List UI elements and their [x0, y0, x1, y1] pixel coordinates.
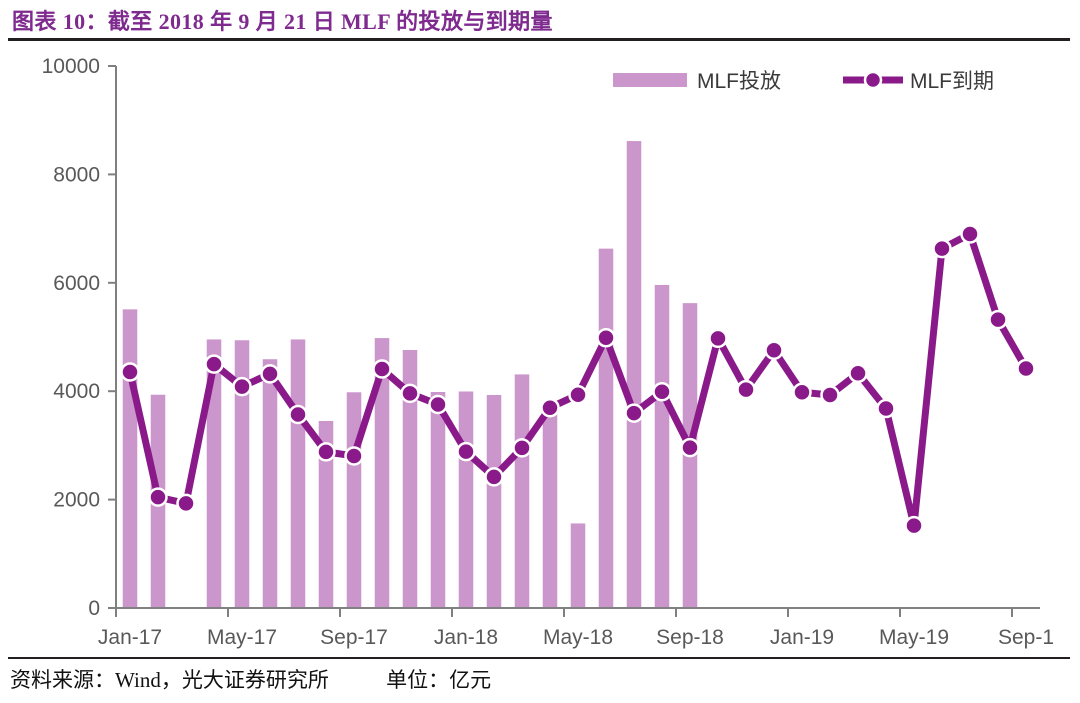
data-point-marker [596, 328, 616, 348]
data-point-marker [372, 359, 392, 379]
y-tick-label: 6000 [53, 272, 100, 295]
data-point-marker [176, 493, 196, 514]
data-point-marker [876, 398, 896, 419]
data-point-marker [624, 403, 644, 423]
chart-area: 0 2000 4000 6000 8000 10000 Jan-17 May-17 Sep-17… [0, 44, 1080, 654]
bar-Oct-17 [374, 338, 390, 608]
mlf-injection-maturity-chart: 0 2000 4000 6000 8000 10000 Jan-17 May-17 Sep-17… [42, 55, 1054, 649]
y-tick-label: 10000 [42, 55, 100, 78]
y-tick-label: 4000 [53, 380, 100, 403]
bar-Jan-18 [458, 391, 474, 608]
page-title: 图表 10：截至 2018 年 9 月 21 日 MLF 的投放与到期量 [12, 9, 553, 34]
y-tick-label: 2000 [53, 489, 100, 512]
figure-footer: 资料来源：Wind，光大证券研究所 单位：亿元 [10, 664, 1070, 702]
header-divider [8, 38, 1070, 41]
data-point-marker [792, 382, 812, 403]
x-tick-label: Sep-18 [656, 626, 724, 649]
bar-May-17 [234, 340, 250, 608]
data-point-marker [204, 354, 224, 374]
bar-Jun-18 [598, 248, 614, 608]
x-tick-label: Sep-1 [998, 626, 1054, 649]
data-point-marker [316, 442, 336, 462]
data-point-marker [820, 385, 840, 405]
x-tick-label: Sep-17 [320, 626, 388, 649]
data-point-marker [904, 515, 924, 536]
x-tick-label: Jan-19 [770, 626, 834, 649]
bar-Apr-17 [206, 339, 222, 608]
bar-Sep-17 [346, 392, 362, 608]
bar-Aug-18 [654, 284, 670, 608]
data-point-marker [288, 404, 308, 425]
bar-Apr-18 [542, 413, 558, 608]
figure-header: 图表 10：截至 2018 年 9 月 21 日 MLF 的投放与到期量 [0, 0, 1080, 44]
data-point-marker [344, 446, 364, 466]
data-point-marker [232, 376, 252, 397]
data-point-marker [680, 437, 700, 458]
bar-Jul-17 [290, 339, 306, 608]
bar-Aug-17 [318, 421, 334, 608]
legend-swatch-marker [863, 70, 883, 90]
x-tick-label: Jan-17 [98, 626, 162, 649]
chart-legend: MLF投放 MLF到期 [613, 70, 994, 93]
legend-swatch-bar [613, 73, 687, 87]
bar-Jun-17 [262, 359, 278, 608]
bar-Jul-18 [626, 141, 642, 608]
data-point-marker [932, 238, 952, 259]
bar-May-18 [570, 523, 586, 608]
x-tick-label: May-17 [207, 626, 277, 649]
data-point-marker [568, 384, 588, 405]
data-point-marker [148, 487, 168, 507]
data-point-marker [456, 441, 476, 462]
bar-Mar-18 [514, 374, 530, 608]
y-axis-ticks: 0 2000 4000 6000 8000 10000 [42, 55, 116, 620]
bar-Dec-17 [430, 392, 446, 608]
data-point-marker [736, 379, 756, 400]
x-tick-label: May-19 [879, 626, 949, 649]
bar-Jan-17 [122, 309, 138, 608]
data-point-marker [540, 397, 560, 418]
footer-divider [8, 657, 1070, 659]
unit-note: 单位：亿元 [386, 668, 492, 692]
data-point-marker [428, 394, 448, 415]
legend-label-injection: MLF投放 [697, 70, 781, 93]
y-tick-label: 0 [88, 597, 100, 620]
data-point-marker [512, 438, 532, 458]
x-axis-ticks: Jan-17 May-17 Sep-17 Jan-18 May-18 Sep-18 Jan-… [98, 608, 1054, 649]
data-point-marker [484, 467, 504, 487]
data-point-marker [708, 328, 728, 349]
x-tick-label: May-18 [543, 626, 613, 649]
data-point-marker [260, 364, 280, 384]
data-point-marker [960, 224, 980, 244]
bar-Feb-18 [486, 394, 502, 608]
y-tick-label: 8000 [53, 163, 100, 186]
legend-label-maturity: MLF到期 [910, 70, 994, 93]
data-point-marker [848, 363, 868, 384]
data-point-marker [1016, 358, 1036, 379]
bar-Nov-17 [402, 350, 418, 608]
data-point-marker [652, 381, 672, 402]
source-note: 资料来源：Wind，光大证券研究所 [10, 668, 329, 692]
x-tick-label: Jan-18 [434, 626, 498, 649]
data-point-marker [988, 309, 1008, 330]
data-point-marker [764, 340, 784, 361]
data-point-marker [120, 362, 140, 382]
line-series [120, 224, 1036, 536]
data-point-marker [400, 383, 420, 404]
